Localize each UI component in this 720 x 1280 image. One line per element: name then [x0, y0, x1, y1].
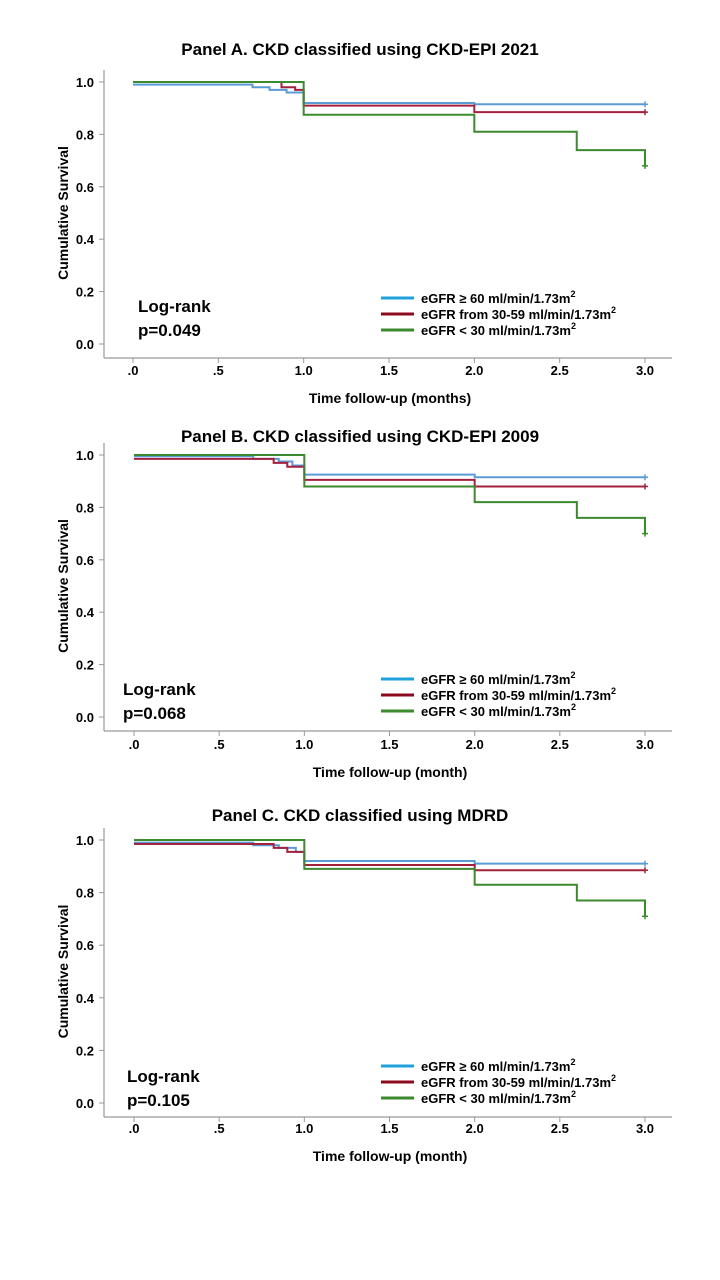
- y-tick-label: 0.2: [76, 1043, 94, 1058]
- y-tick-label: 0.6: [76, 938, 94, 953]
- x-tick-label: 3.0: [636, 363, 654, 378]
- panel-title: Panel B. CKD classified using CKD-EPI 20…: [181, 427, 539, 446]
- x-tick-label: 1.5: [380, 737, 398, 752]
- x-tick-label: 3.0: [636, 737, 654, 752]
- logrank-label: Log-rank: [123, 680, 196, 699]
- panel-b: Panel B. CKD classified using CKD-EPI 20…: [55, 427, 672, 780]
- y-tick-label: 0.8: [76, 500, 94, 515]
- legend-label: eGFR from 30-59 ml/min/1.73m2: [421, 305, 616, 322]
- survival-curve-series-2: [133, 81, 645, 114]
- legend-label: eGFR from 30-59 ml/min/1.73m2: [421, 686, 616, 703]
- y-axis-title: Cumulative Survival: [55, 146, 71, 280]
- x-axis-title: Time follow-up (months): [309, 390, 471, 406]
- survival-curve-series-2: [134, 457, 645, 488]
- legend-label: eGFR < 30 ml/min/1.73m2: [421, 702, 576, 719]
- y-tick-label: 0.2: [76, 285, 94, 300]
- legend-label: eGFR ≥ 60 ml/min/1.73m2: [421, 289, 575, 306]
- x-tick-label: .5: [214, 1121, 225, 1136]
- x-tick-label: 2.5: [551, 1121, 569, 1136]
- x-tick-label: 1.0: [295, 1121, 313, 1136]
- legend-label: eGFR < 30 ml/min/1.73m2: [421, 321, 576, 338]
- y-tick-label: 0.6: [76, 553, 94, 568]
- y-tick-label: 0.0: [76, 710, 94, 725]
- legend-label: eGFR from 30-59 ml/min/1.73m2: [421, 1073, 616, 1090]
- x-tick-label: .0: [128, 363, 139, 378]
- y-tick-label: 0.4: [76, 232, 95, 247]
- panel-c: Panel C. CKD classified using MDRD 0.0 0.2…: [55, 806, 672, 1164]
- panel-a: Panel A. CKD classified using CKD-EPI 20…: [55, 40, 672, 406]
- y-tick-label: 0.8: [76, 886, 94, 901]
- x-tick-label: .5: [213, 363, 224, 378]
- logrank-pvalue: p=0.068: [123, 704, 186, 723]
- survival-curve-series-3: [134, 454, 646, 534]
- legend-label: eGFR ≥ 60 ml/min/1.73m2: [421, 670, 575, 687]
- x-tick-label: 2.0: [465, 363, 483, 378]
- survival-curve-series-3: [134, 839, 646, 917]
- y-tick-label: 0.2: [76, 658, 94, 673]
- y-tick-label: 0.0: [76, 337, 94, 352]
- legend-label: eGFR ≥ 60 ml/min/1.73m2: [421, 1057, 575, 1074]
- x-tick-label: 1.5: [380, 1121, 398, 1136]
- y-tick-label: 0.4: [76, 991, 95, 1006]
- y-tick-label: 1.0: [76, 833, 94, 848]
- x-tick-label: 2.0: [466, 1121, 484, 1136]
- x-tick-label: 3.0: [636, 1121, 654, 1136]
- y-tick-label: 0.6: [76, 180, 94, 195]
- logrank-pvalue: p=0.105: [127, 1091, 190, 1110]
- x-tick-label: .0: [129, 737, 140, 752]
- x-tick-label: .5: [214, 737, 225, 752]
- x-tick-label: 1.0: [295, 363, 313, 378]
- survival-curve-series-1: [133, 83, 645, 106]
- y-tick-label: 1.0: [76, 448, 94, 463]
- y-tick-label: 0.8: [76, 127, 94, 142]
- x-tick-label: 2.5: [551, 363, 569, 378]
- logrank-pvalue: p=0.049: [138, 321, 201, 340]
- x-axis-title: Time follow-up (month): [313, 764, 468, 780]
- x-tick-label: 1.5: [380, 363, 398, 378]
- x-tick-label: .0: [129, 1121, 140, 1136]
- x-tick-label: 1.0: [295, 737, 313, 752]
- logrank-label: Log-rank: [127, 1067, 200, 1086]
- survival-curve-series-1: [134, 841, 645, 865]
- x-tick-label: 2.5: [551, 737, 569, 752]
- panel-title: Panel C. CKD classified using MDRD: [212, 806, 509, 825]
- y-axis-title: Cumulative Survival: [55, 519, 71, 653]
- y-tick-label: 1.0: [76, 75, 94, 90]
- x-tick-label: 2.0: [466, 737, 484, 752]
- survival-curve-series-2: [134, 842, 645, 872]
- y-tick-label: 0.0: [76, 1096, 94, 1111]
- panel-title: Panel A. CKD classified using CKD-EPI 20…: [181, 40, 538, 59]
- legend-label: eGFR < 30 ml/min/1.73m2: [421, 1089, 576, 1106]
- x-axis-title: Time follow-up (month): [313, 1148, 468, 1164]
- logrank-label: Log-rank: [138, 297, 211, 316]
- y-axis-title: Cumulative Survival: [55, 905, 71, 1039]
- survival-curve-series-3: [133, 81, 646, 166]
- y-tick-label: 0.4: [76, 605, 95, 620]
